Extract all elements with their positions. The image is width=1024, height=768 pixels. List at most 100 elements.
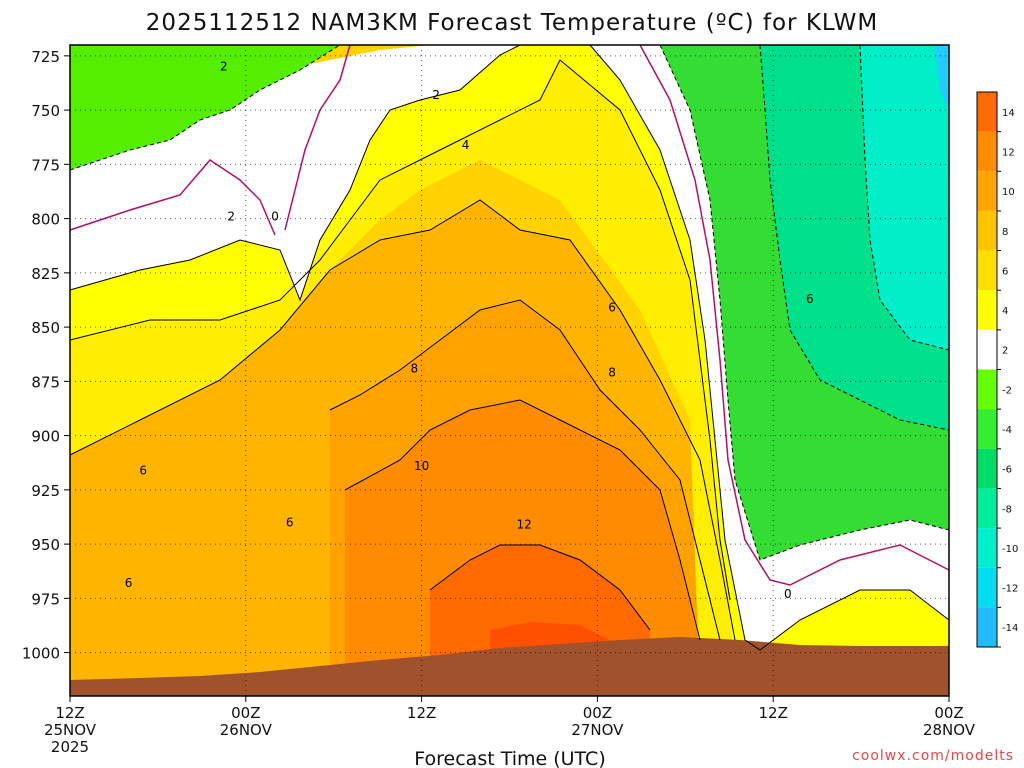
contour-label: 8: [608, 366, 616, 380]
colorbar-swatch: [977, 131, 997, 172]
contour-label: 6: [286, 515, 294, 529]
contour-line: [69, 44, 521, 302]
colorbar-swatch: [977, 567, 997, 608]
colorbar-label: 12: [1002, 147, 1015, 158]
band-green-nw: [70, 45, 340, 170]
contour-lines: [69, 44, 950, 651]
colorbar-label: 6: [1002, 266, 1008, 277]
colorbar-swatch: [977, 448, 997, 489]
colorbar-swatch: [977, 290, 997, 330]
colorbar-label: 8: [1002, 227, 1008, 238]
colorbar-swatch: [977, 210, 997, 251]
contour-line: [589, 44, 950, 651]
colorbar-label: -2: [1002, 385, 1012, 396]
x-tick-label: 2025: [51, 738, 89, 756]
colorbar-label: -8: [1002, 504, 1012, 515]
contour-line: [69, 59, 731, 601]
grid-lines: [70, 45, 949, 696]
colorbar-label: -10: [1002, 544, 1018, 555]
band-yellow: [70, 45, 949, 696]
y-tick-label: 950: [31, 536, 60, 554]
y-tick-label: 850: [31, 319, 60, 337]
y-tick-label: 775: [31, 156, 60, 174]
colorbar-label: -6: [1002, 465, 1012, 476]
colorbar-label: 14: [1002, 108, 1015, 119]
y-tick-label: 925: [31, 482, 60, 500]
contour-label: 8: [410, 361, 418, 375]
contour-line: [859, 44, 950, 351]
colorbar-swatch: [977, 369, 997, 410]
colorbar: 14 12 10 8 6 4 2 -2 -4 -6 -8 -10 -12 -14: [976, 91, 1018, 648]
colorbar-swatch: [977, 92, 997, 132]
x-tick-label: 00Z: [934, 704, 963, 722]
x-tick-label: 25NOV: [44, 721, 97, 739]
colorbar-swatch: [977, 488, 997, 529]
plot-area: 2 2 4 2 0 6 6 8 8 6 10 6 12 6 0: [69, 44, 950, 697]
freezing-line: [69, 159, 276, 236]
colorbar-label: -4: [1002, 425, 1012, 436]
y-tick-label: 1000: [22, 645, 60, 663]
contour-label: 6: [806, 292, 814, 306]
band-light-yellow: [70, 60, 735, 696]
y-tick-label: 750: [31, 102, 60, 120]
x-tick-label: 28NOV: [923, 721, 976, 739]
contour-label: 4: [462, 138, 470, 152]
band-light-blue: [935, 45, 949, 110]
colorbar-swatch: [977, 329, 997, 370]
x-tick-label: 26NOV: [220, 721, 273, 739]
colorbar-label: -12: [1002, 584, 1018, 595]
contour-line: [329, 299, 721, 641]
colorbar-swatch: [977, 250, 997, 291]
colorbar-label: 10: [1002, 187, 1015, 198]
freezing-line: [639, 44, 950, 586]
x-tick-label: 12Z: [759, 704, 788, 722]
credit-text: coolwx.com/modelts: [852, 748, 1014, 764]
y-axis: 725 750 775 800 825 850 875 900 925 950 975 1000: [22, 48, 70, 663]
colorbar-swatch: [977, 528, 997, 568]
colorbar-swatch: [977, 409, 997, 449]
x-tick-label: 27NOV: [571, 721, 624, 739]
y-tick-label: 725: [31, 48, 60, 66]
contour-labels: 2 2 4 2 0 6 6 8 8 6 10 6 12 6 0: [125, 60, 814, 601]
contour-line: [429, 544, 651, 631]
contour-label: 6: [608, 301, 616, 315]
contour-label: 2: [227, 209, 235, 223]
contour-label: 6: [139, 463, 147, 477]
y-tick-label: 900: [31, 428, 60, 446]
contour-label: 0: [784, 587, 792, 601]
x-axis-label: Forecast Time (UTC): [414, 748, 605, 768]
contour-label: 2: [432, 88, 440, 102]
contour-line: [659, 44, 950, 561]
x-tick-label: 12Z: [407, 704, 436, 722]
band-cyan-east: [860, 45, 949, 350]
plot-frame: [69, 44, 950, 697]
chart-title: 2025112512 NAM3KM Forecast Temperature (…: [146, 10, 878, 36]
y-tick-label: 875: [31, 373, 60, 391]
colorbar-label: -14: [1002, 623, 1018, 634]
freezing-line: [284, 44, 351, 231]
contour-line: [69, 44, 341, 171]
band-white: [70, 45, 949, 650]
x-tick-label: 12Z: [55, 704, 84, 722]
contour-label: 2: [220, 60, 228, 74]
contour-label: 6: [125, 576, 133, 590]
contour-label: 0: [271, 209, 279, 223]
temperature-fill: [70, 45, 949, 696]
colorbar-swatch: [977, 607, 997, 647]
contour-label: 12: [517, 518, 532, 532]
x-tick-label: 00Z: [583, 704, 612, 722]
colorbar-label: 4: [1002, 306, 1008, 317]
colorbar-swatch: [977, 171, 997, 211]
contour-line: [344, 399, 701, 641]
y-tick-label: 975: [31, 590, 60, 608]
colorbar-label: 2: [1002, 346, 1008, 357]
contour-label: 10: [414, 459, 429, 473]
freezing-lines: [69, 44, 950, 586]
y-tick-label: 800: [31, 211, 60, 229]
terrain: [70, 637, 949, 696]
y-tick-label: 825: [31, 265, 60, 283]
contour-line: [69, 199, 736, 641]
x-tick-label: 00Z: [231, 704, 260, 722]
